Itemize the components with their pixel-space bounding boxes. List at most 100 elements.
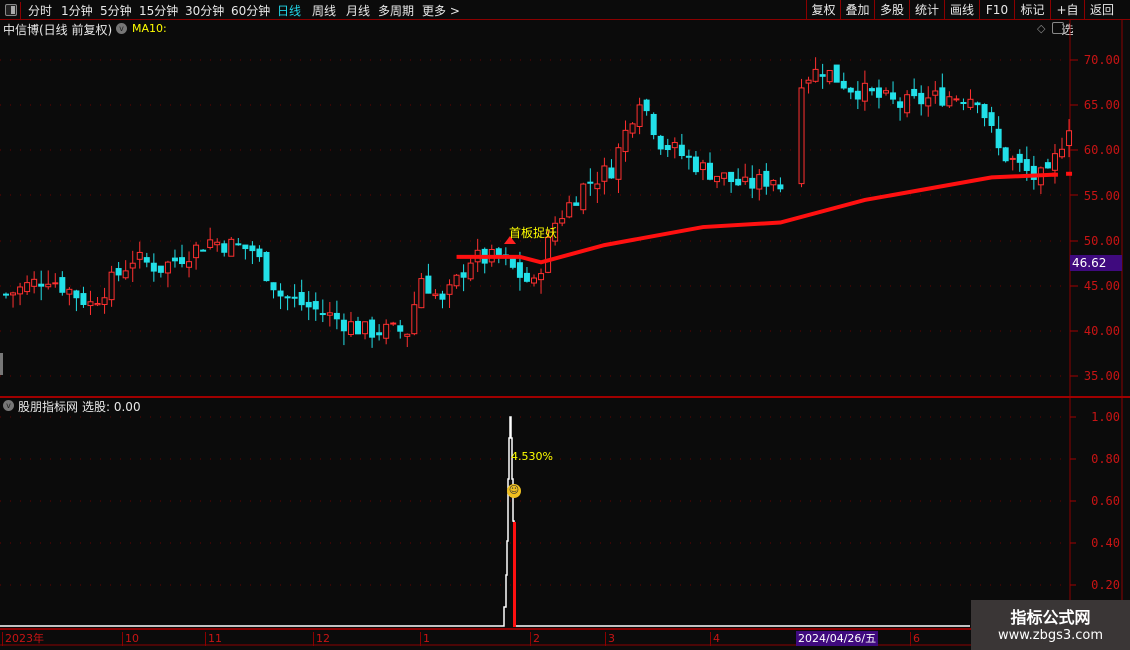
period-tab-8[interactable]: 月线 — [346, 4, 371, 18]
candle-body — [186, 261, 193, 268]
candle-body — [355, 320, 361, 335]
candle-body — [735, 178, 742, 186]
candle-body — [664, 145, 671, 151]
toolbar-button-6[interactable]: 标记 — [1014, 0, 1050, 20]
candle-body — [587, 181, 594, 184]
price-tick: 65.00 — [1083, 98, 1120, 113]
scroll-handle — [0, 353, 3, 375]
candle-body — [911, 88, 918, 97]
candle-body — [467, 262, 474, 280]
period-tab-5[interactable]: 60分钟 — [231, 4, 271, 18]
smiley-icon: ☺ — [507, 484, 521, 498]
period-tab-0[interactable]: 分时 — [28, 4, 53, 18]
candle-body — [418, 278, 425, 309]
toolbar-button-2[interactable]: 多股 — [874, 0, 909, 20]
candle-body — [164, 261, 171, 274]
candle-body — [122, 270, 129, 279]
candle-body — [516, 262, 523, 278]
candle-body — [150, 262, 157, 272]
candle-body — [1023, 159, 1030, 171]
sub-tick: 0.60 — [1091, 494, 1120, 508]
panel-layout-icon[interactable] — [1052, 22, 1064, 34]
sub-indicator-dropdown-icon[interactable]: v — [3, 400, 14, 411]
candle-body — [1051, 153, 1058, 171]
candle-body — [1066, 130, 1073, 147]
candle-body — [45, 283, 52, 288]
candle-body — [678, 144, 685, 157]
candle-body — [918, 92, 925, 105]
candle-body — [446, 284, 453, 295]
candle-body — [73, 290, 80, 299]
candle-body — [17, 286, 24, 295]
candle-body — [207, 239, 214, 248]
indicator-dropdown-icon[interactable]: v — [116, 23, 127, 34]
price-tick: 70.00 — [1083, 53, 1120, 67]
candle-body — [10, 292, 17, 296]
period-tab-10[interactable]: 更多 > — [422, 4, 460, 18]
date-tick: 12 — [313, 632, 330, 646]
toolbar-button-8[interactable]: 返回 — [1084, 0, 1119, 20]
candle-body — [960, 101, 967, 104]
candle-body — [650, 113, 657, 136]
candle-body — [573, 202, 580, 206]
candle-body — [699, 162, 706, 171]
stock-title: 中信博(日线 前复权) — [3, 23, 113, 37]
spike-label: 4.530% — [511, 450, 553, 463]
toolbar-button-1[interactable]: 叠加 — [840, 0, 874, 20]
candle-body — [1002, 147, 1009, 162]
candle-body — [580, 183, 587, 211]
signal-line — [0, 416, 970, 627]
candle-body — [995, 128, 1002, 149]
period-tab-3[interactable]: 15分钟 — [139, 4, 179, 18]
candle-body — [453, 274, 460, 287]
candle-body — [967, 98, 974, 108]
watermark-url: www.zbgs3.com — [997, 628, 1104, 643]
date-tick: 6 — [910, 632, 920, 646]
candle-body — [777, 184, 784, 190]
candle-body — [235, 243, 242, 246]
candle-body — [981, 104, 988, 119]
candle-body — [974, 102, 981, 106]
toolbar-button-4[interactable]: 画线 — [944, 0, 979, 20]
candle-body — [242, 244, 249, 250]
candle-body — [939, 87, 946, 106]
candle-body — [847, 87, 854, 93]
period-tab-2[interactable]: 5分钟 — [100, 4, 132, 18]
candle-body — [171, 257, 178, 262]
price-tick: 40.00 — [1083, 324, 1120, 339]
sub-tick: 0.40 — [1091, 536, 1120, 550]
candle-body — [340, 319, 347, 332]
candle-body — [763, 170, 770, 187]
candle-body — [284, 296, 291, 299]
panel-toggle-button[interactable] — [1, 2, 21, 19]
candle-body — [291, 296, 298, 299]
candle-body — [425, 275, 432, 294]
candle-body — [890, 92, 897, 100]
candle-body — [883, 90, 889, 94]
toolbar: 分时 1分钟 5分钟 15分钟 30分钟 60分钟 日线 周线 月线 多周期 更多 > 复权 叠加 多股… — [0, 0, 1130, 37]
period-tab-7[interactable]: 周线 — [312, 4, 337, 18]
candle-body — [671, 142, 678, 149]
diamond-icon[interactable]: ◇ — [1037, 22, 1046, 35]
candle-body — [904, 94, 911, 114]
period-tab-1[interactable]: 1分钟 — [61, 4, 93, 18]
candle-body — [66, 288, 73, 295]
ma10-line — [456, 172, 1056, 265]
candle-body — [566, 202, 573, 218]
candle-body — [714, 175, 721, 183]
price-tick: 55.00 — [1083, 188, 1120, 203]
period-tab-9[interactable]: 多周期 — [378, 4, 415, 18]
candle-body — [953, 98, 960, 101]
candle-body — [685, 155, 692, 158]
candle-body — [531, 277, 537, 284]
toolbar-button-3[interactable]: 统计 — [909, 0, 944, 20]
sub-tick: 0.20 — [1091, 578, 1120, 592]
candle-body — [552, 222, 559, 242]
candle-body — [404, 333, 411, 337]
period-tab-6[interactable]: 日线 — [277, 4, 302, 18]
toolbar-button-5[interactable]: F10 — [979, 0, 1014, 20]
candle-body — [31, 278, 38, 287]
period-tab-4[interactable]: 30分钟 — [185, 4, 225, 18]
toolbar-button-0[interactable]: 复权 — [806, 0, 840, 20]
candle-body — [108, 271, 115, 301]
